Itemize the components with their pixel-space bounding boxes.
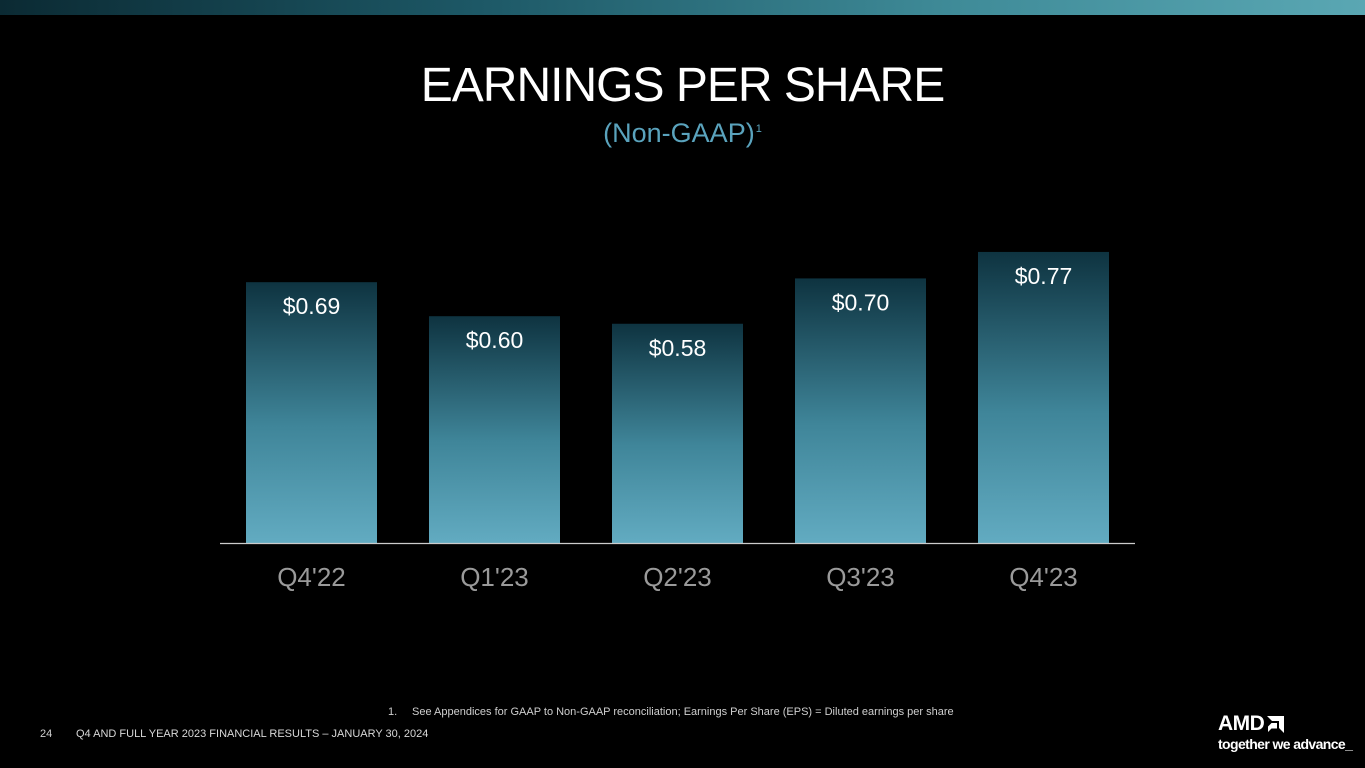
data-label-1: $0.60 — [466, 327, 524, 353]
x-tick-label-4: Q4'23 — [1009, 562, 1078, 592]
footnote: 1. See Appendices for GAAP to Non-GAAP re… — [388, 706, 954, 718]
data-label-4: $0.77 — [1015, 263, 1073, 289]
bar-0 — [246, 282, 377, 543]
bar-3 — [795, 278, 926, 543]
bar-2 — [612, 323, 743, 543]
x-tick-label-2: Q2'23 — [643, 562, 712, 592]
footer-title: Q4 AND FULL YEAR 2023 FINANCIAL RESULTS … — [76, 728, 429, 740]
subtitle-text: (Non-GAAP) — [603, 118, 755, 148]
x-tick-label-0: Q4'22 — [277, 562, 346, 592]
footnote-number: 1. — [388, 706, 398, 718]
page-number: 24 — [40, 728, 53, 740]
bar-1 — [429, 316, 560, 543]
amd-wordmark: AMD — [1218, 713, 1352, 735]
top-accent-bar — [0, 0, 1365, 15]
amd-arrow-icon — [1267, 715, 1285, 733]
subtitle-footnote-ref: 1 — [755, 123, 762, 135]
x-tick-label-1: Q1'23 — [460, 562, 529, 592]
data-label-3: $0.70 — [832, 289, 890, 315]
amd-tagline: together we advance_ — [1218, 736, 1353, 752]
bar-4 — [978, 251, 1109, 543]
page-title: EARNINGS PER SHARE — [420, 59, 945, 112]
amd-logo: AMD together we advance_ — [1218, 713, 1353, 753]
page-subtitle: (Non-GAAP)1 — [0, 118, 1365, 149]
footnote-text: See Appendices for GAAP to Non-GAAP reco… — [412, 706, 954, 718]
x-tick-label-3: Q3'23 — [826, 562, 895, 592]
data-label-0: $0.69 — [283, 293, 341, 319]
amd-wordmark-text: AMD — [1218, 712, 1265, 735]
data-label-2: $0.58 — [649, 335, 707, 361]
